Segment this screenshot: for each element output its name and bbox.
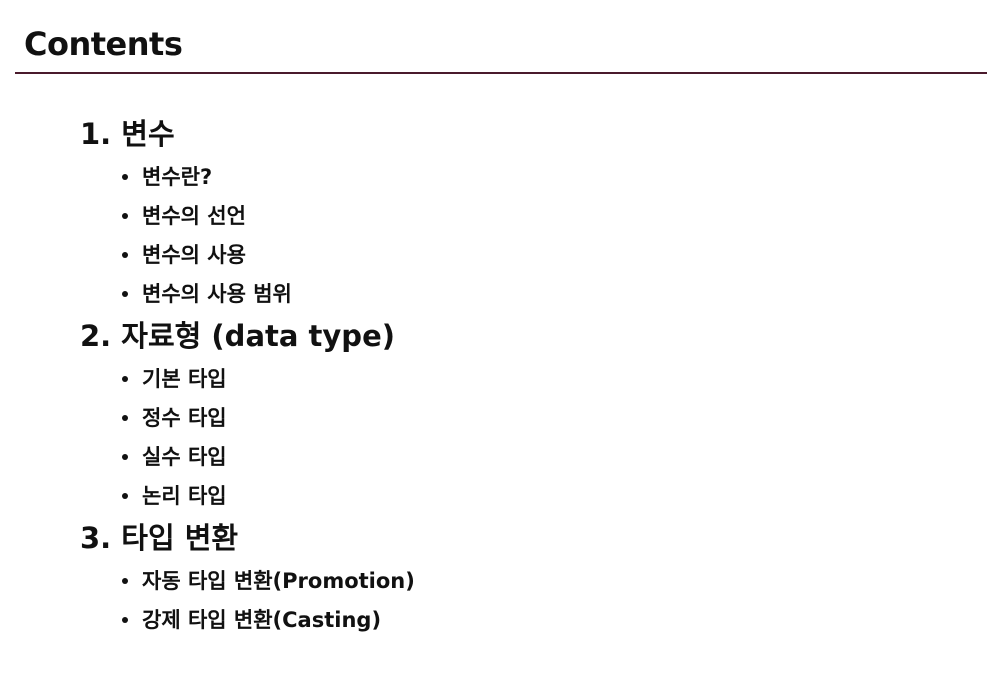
bullet-icon (122, 213, 128, 219)
bullet-icon (122, 252, 128, 258)
list-item-label: 논리 타입 (142, 484, 227, 508)
bullet-icon (122, 578, 128, 584)
list-item: 변수의 선언 (80, 197, 960, 236)
bullet-icon (122, 454, 128, 460)
section-variables: 1. 변수 변수란? 변수의 선언 변수의 사용 변수의 사용 범위 (80, 112, 960, 314)
section-item-list: 기본 타입 정수 타입 실수 타입 논리 타입 (80, 360, 960, 516)
section-data-types: 2. 자료형 (data type) 기본 타입 정수 타입 실수 타입 논리 … (80, 314, 960, 516)
list-item: 자동 타입 변환(Promotion) (80, 562, 960, 601)
section-heading: 3. 타입 변환 (80, 521, 239, 555)
section-heading: 1. 변수 (80, 117, 175, 151)
page-title: Contents (24, 25, 183, 63)
list-item-label: 정수 타입 (142, 406, 227, 430)
title-divider (15, 72, 987, 74)
section-heading: 2. 자료형 (data type) (80, 319, 395, 353)
list-item: 정수 타입 (80, 399, 960, 438)
list-item: 변수란? (80, 158, 960, 197)
list-item: 변수의 사용 범위 (80, 275, 960, 314)
bullet-icon (122, 493, 128, 499)
list-item-label: 변수의 선언 (142, 204, 246, 228)
bullet-icon (122, 174, 128, 180)
list-item: 강제 타입 변환(Casting) (80, 601, 960, 640)
bullet-icon (122, 617, 128, 623)
list-item-label: 변수의 사용 (142, 243, 246, 267)
bullet-icon (122, 291, 128, 297)
list-item: 논리 타입 (80, 477, 960, 516)
section-item-list: 자동 타입 변환(Promotion) 강제 타입 변환(Casting) (80, 562, 960, 640)
bullet-icon (122, 415, 128, 421)
list-item-label: 기본 타입 (142, 367, 227, 391)
bullet-icon (122, 376, 128, 382)
section-item-list: 변수란? 변수의 선언 변수의 사용 변수의 사용 범위 (80, 158, 960, 314)
list-item-label: 강제 타입 변환(Casting) (142, 608, 382, 632)
list-item: 변수의 사용 (80, 236, 960, 275)
table-of-contents: 1. 변수 변수란? 변수의 선언 변수의 사용 변수의 사용 범위 (80, 112, 960, 640)
list-item-label: 변수의 사용 범위 (142, 282, 292, 306)
list-item: 기본 타입 (80, 360, 960, 399)
list-item-label: 실수 타입 (142, 445, 227, 469)
list-item: 실수 타입 (80, 438, 960, 477)
list-item-label: 자동 타입 변환(Promotion) (142, 569, 415, 593)
list-item-label: 변수란? (142, 165, 213, 189)
section-type-conversion: 3. 타입 변환 자동 타입 변환(Promotion) 강제 타입 변환(Ca… (80, 516, 960, 640)
